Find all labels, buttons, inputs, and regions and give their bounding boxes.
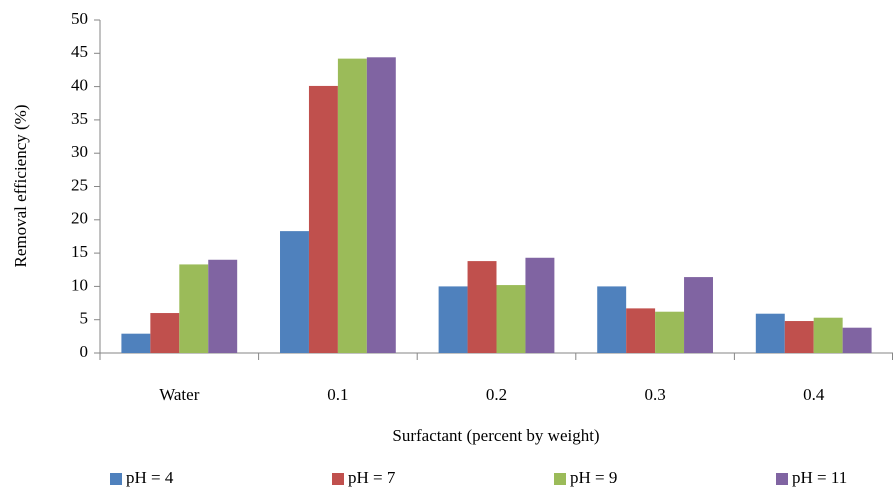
y-tick-label: 30 <box>71 142 88 161</box>
y-tick-label: 0 <box>80 342 89 361</box>
bar <box>755 313 785 353</box>
y-tick-label: 20 <box>71 209 88 228</box>
bar <box>150 313 180 353</box>
y-tick-label: 45 <box>71 42 88 61</box>
bar <box>525 257 555 353</box>
legend-swatch <box>332 473 344 485</box>
bar <box>784 321 814 353</box>
x-tick-label: 0.4 <box>803 385 825 404</box>
legend-label: pH = 11 <box>792 468 847 487</box>
y-axis-title: Removal efficiency (%) <box>11 104 30 267</box>
y-tick-label: 5 <box>80 309 89 328</box>
y-tick-label: 10 <box>71 275 88 294</box>
y-tick-label: 15 <box>71 242 88 261</box>
x-tick-label: Water <box>159 385 199 404</box>
bar <box>684 277 713 353</box>
bar <box>337 58 367 354</box>
y-tick-label: 35 <box>71 109 88 128</box>
y-tick-label: 25 <box>71 175 88 194</box>
bar <box>626 308 656 353</box>
y-tick-label: 40 <box>71 76 88 95</box>
legend-swatch <box>110 473 122 485</box>
bar <box>179 264 209 353</box>
legend-swatch <box>554 473 566 485</box>
bar <box>842 327 872 353</box>
bar <box>438 286 468 353</box>
y-tick-label: 50 <box>71 9 88 28</box>
bar <box>366 57 396 354</box>
bar <box>308 85 338 354</box>
x-axis-title: Surfactant (percent by weight) <box>392 426 599 445</box>
bar <box>467 261 497 353</box>
x-tick-label: 0.2 <box>486 385 507 404</box>
legend-label: pH = 7 <box>348 468 396 487</box>
bar <box>655 311 685 353</box>
bar <box>208 259 238 353</box>
bar <box>121 333 151 353</box>
bar <box>280 231 309 353</box>
x-tick-label: 0.1 <box>327 385 348 404</box>
legend-swatch <box>776 473 788 485</box>
legend-label: pH = 4 <box>126 468 174 487</box>
bar <box>597 286 627 353</box>
bar <box>496 285 526 353</box>
x-tick-label: 0.3 <box>644 385 665 404</box>
legend-label: pH = 9 <box>570 468 617 487</box>
bar <box>813 317 843 353</box>
